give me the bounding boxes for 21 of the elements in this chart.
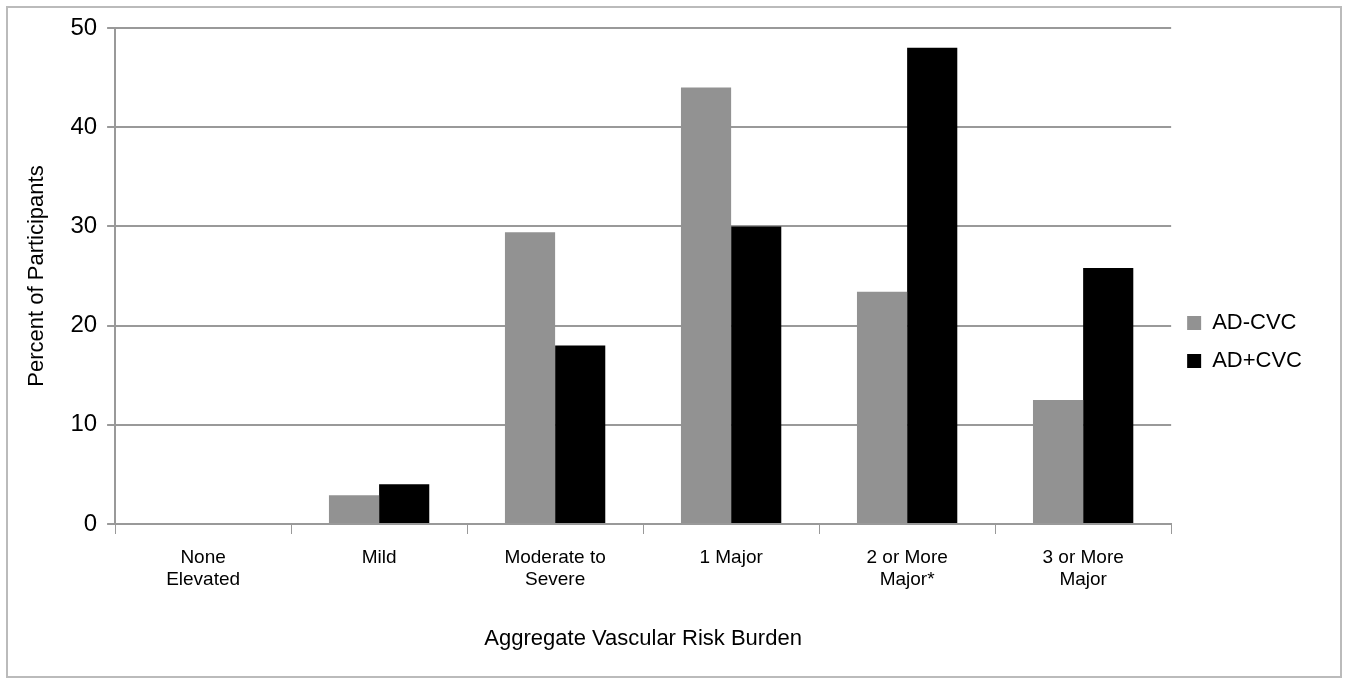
x-axis-title: Aggregate Vascular Risk Burden [484,624,802,650]
x-tick-label: None Elevated [166,545,241,590]
bar [379,484,430,523]
bar [1083,268,1134,523]
x-tick-label: 2 or More Major* [866,545,948,590]
y-tick-label: 30 [70,211,98,239]
legend-label: AD-CVC [1212,309,1297,335]
y-tick-label: 0 [83,508,98,536]
bar [731,226,782,523]
bar [907,47,958,523]
x-tick-label: 3 or More Major [1042,545,1124,590]
y-tick-label: 20 [70,310,98,338]
legend-label: AD+CVC [1212,347,1303,373]
x-tick-label: Moderate to Severe [504,545,606,590]
bar [555,345,606,523]
y-tick-label: 50 [70,12,98,40]
y-tick-label: 10 [70,409,98,437]
y-axis-title: Percent of Participants [23,165,49,387]
x-tick-label: 1 Major [699,545,764,567]
y-tick-label: 40 [70,111,98,139]
x-tick-label: Mild [361,545,397,567]
